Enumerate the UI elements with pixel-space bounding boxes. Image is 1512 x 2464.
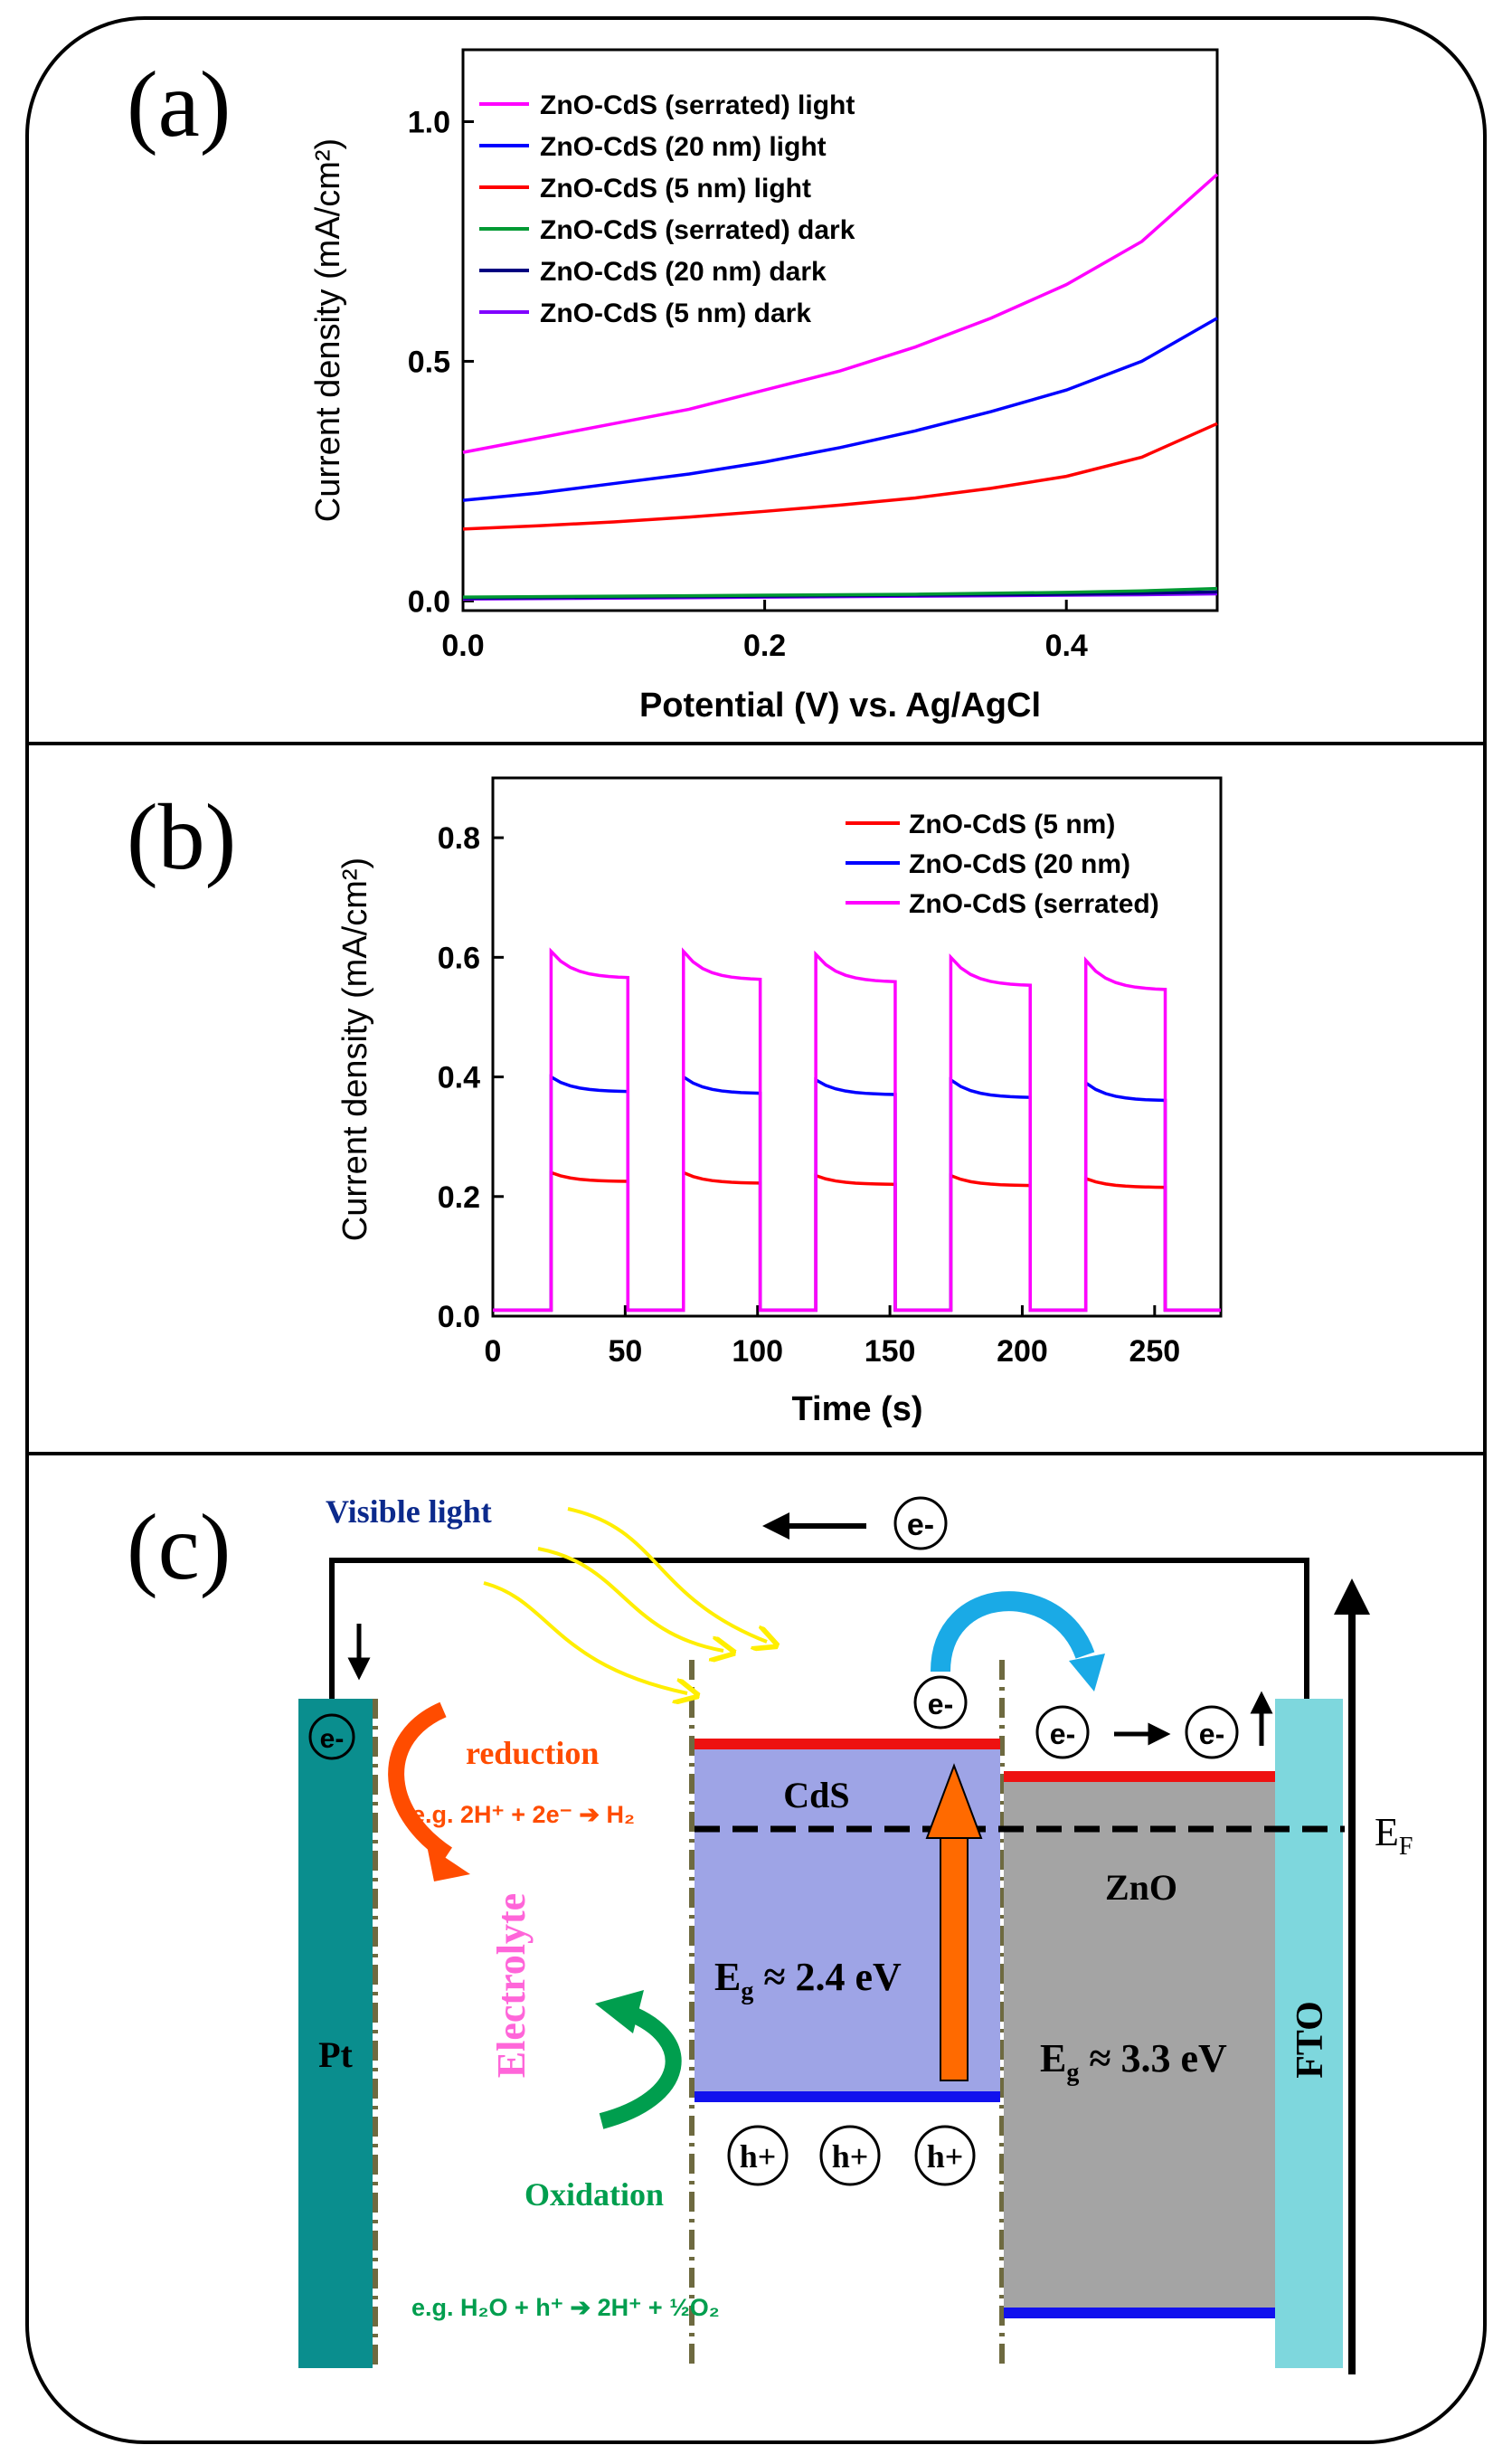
chart-a-legend-label: ZnO-CdS (5 nm) dark [540,299,811,328]
fermi-level-label: EF [1375,1810,1413,1861]
pt-label: Pt [318,2034,353,2075]
chart-a-xtick-label: 0.0 [441,629,484,663]
chart-a-xlabel: Potential (V) vs. Ag/AgCl [639,687,1041,725]
reduction-arrow [388,1701,453,1862]
hole-label-2: h+ [832,2138,869,2175]
chart-b-xtick-label: 0 [485,1334,502,1369]
electron-transfer-arrowhead [1069,1654,1105,1692]
zno-electron-label-2: e- [1199,1718,1224,1750]
reduction-equation: e.g. 2H⁺ + 2e⁻ ➔ H₂ [411,1801,635,1828]
chart-a-xtick-label: 0.4 [1045,629,1088,663]
wire-electron-circle [893,1496,948,1550]
fto-electrode [1275,1699,1343,2368]
chart-b-legend: ZnO-CdS (5 nm) ZnO-CdS (20 nm) ZnO-CdS (se… [846,810,1159,919]
electrolyte-label: Electrolyte [489,1893,534,2078]
zno-band-region [1004,1775,1275,2315]
chart-b-ytick-label: 0.0 [438,1300,480,1334]
pt-electron-circle [308,1713,355,1760]
panel-label-b: (b) [127,785,236,889]
light-ray-3 [567,1507,767,1642]
chart-b-series-line [493,1074,1221,1313]
chart-a-ytick-label: 1.0 [408,105,450,139]
chart-b: 0 50 100 150 200 250 0.0 0.2 0.4 0.6 0.8 ZnO-CdS (… [336,776,1223,1428]
reduction-label: reduction [466,1735,599,1771]
pt-electron-label: e- [320,1724,345,1754]
chart-b-xtick-label: 100 [732,1334,783,1369]
excitation-arrow-head [925,1763,983,1839]
panel-label-a: (a) [127,52,231,156]
oxidation-arrowhead [595,1990,644,2033]
light-ray-1 [483,1581,687,1693]
zno-electron-circle-2 [1185,1705,1239,1759]
oxidation-label: Oxidation [524,2176,664,2213]
panel-label-c: (c) [127,1495,231,1599]
chart-b-ticks: 0 50 100 150 200 250 0.0 0.2 0.4 0.6 0.8 [438,821,1180,1369]
chart-a-ylabel: Current density (mA/cm²) [309,138,347,522]
cds-bandgap-label: Eg ≈ 2.4 eV [714,1955,902,2005]
chart-b-ytick-label: 0.2 [438,1180,480,1215]
chart-a-series-line [462,317,1218,502]
fto-label: FTO [1290,2001,1331,2079]
chart-b-series-line [493,947,1221,1313]
hole-circle-3 [914,2125,976,2186]
chart-a-legend-label: ZnO-CdS (serrated) light [540,90,855,120]
zno-electron-circle-1 [1035,1705,1090,1759]
oxidation-equation: e.g. H₂O + h⁺ ➔ 2H⁺ + ½O₂ [411,2294,720,2321]
hole-label-3: h+ [927,2138,964,2175]
cds-electron-circle [913,1675,968,1730]
light-ray-2 [537,1547,723,1651]
chart-a-legend-label: ZnO-CdS (20 nm) light [540,132,827,162]
chart-b-legend-label: ZnO-CdS (20 nm) [909,849,1130,879]
chart-a-ytick-label: 0.5 [408,345,450,379]
chart-b-xtick-label: 200 [997,1334,1048,1369]
pt-electrode [298,1699,373,2368]
external-circuit-wire [329,1558,1309,1699]
chart-b-ytick-label: 0.4 [438,1061,480,1095]
chart-a-ytick-label: 0.0 [408,584,450,619]
chart-a-xtick-label: 0.2 [743,629,786,663]
cds-electron-label: e- [928,1688,953,1720]
electron-transfer-arrow [931,1591,1095,1673]
chart-b-legend-label: ZnO-CdS (serrated) [909,889,1159,919]
zno-bandgap-label: Eg ≈ 3.3 eV [1040,2036,1227,2087]
visible-light-label: Visible light [326,1493,492,1530]
diagram-c: e- Pt e- CdS Eg ≈ 2.4 eV ZnO Eg ≈ 3.3 eV… [298,1493,1413,2374]
chart-a-legend-label: ZnO-CdS (serrated) dark [540,215,855,245]
chart-b-series [493,947,1221,1313]
outer-frame [25,16,1487,2444]
chart-b-xlabel: Time (s) [791,1390,922,1428]
chart-a-ticks: 0.0 0.2 0.4 0.0 0.5 1.0 [408,105,1088,663]
cds-label: CdS [783,1775,849,1815]
chart-b-ylabel: Current density (mA/cm²) [336,858,374,1241]
hole-circle-2 [819,2125,881,2186]
chart-b-legend-label: ZnO-CdS (5 nm) [909,810,1115,839]
zno-electron-label-1: e- [1050,1718,1075,1750]
chart-a-legend-label: ZnO-CdS (5 nm) light [540,174,811,204]
chart-a-legend: ZnO-CdS (serrated) light ZnO-CdS (20 nm) … [479,90,855,328]
hole-label-1: h+ [740,2138,777,2175]
reduction-arrowhead [427,1845,470,1881]
zno-label: ZnO [1105,1867,1177,1908]
chart-b-xtick-label: 250 [1129,1334,1180,1369]
chart-a: 0.0 0.2 0.4 0.0 0.5 1.0 ZnO-CdS (serrated) li… [309,48,1219,725]
chart-b-series-line [493,1170,1221,1313]
hole-circle-1 [727,2125,789,2186]
chart-b-axes-box [491,776,1223,1318]
chart-a-axes-box [461,48,1219,612]
chart-a-series-line [462,586,1218,599]
chart-a-series [462,173,1219,602]
chart-b-xtick-label: 150 [865,1334,916,1369]
chart-a-series-line [462,173,1219,454]
wire-electron-label: e- [907,1508,934,1542]
excitation-arrow-shaft [940,1835,969,2081]
chart-b-xtick-label: 50 [608,1334,642,1369]
chart-b-ytick-label: 0.8 [438,821,480,856]
chart-a-legend-label: ZnO-CdS (20 nm) dark [540,257,827,287]
chart-a-series-line [462,422,1218,531]
chart-b-ytick-label: 0.6 [438,941,480,975]
oxidation-arrow [599,2004,682,2129]
